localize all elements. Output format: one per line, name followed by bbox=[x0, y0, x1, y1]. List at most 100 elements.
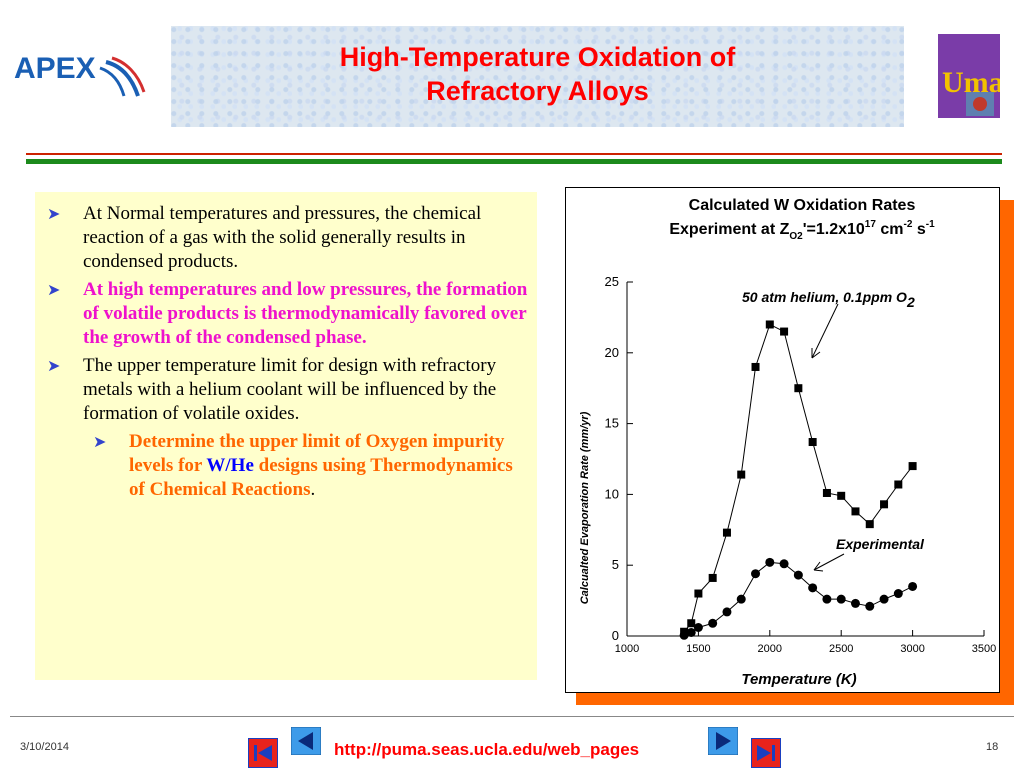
chart-title-sub: O2 bbox=[789, 231, 803, 242]
bullet-panel: ➤ At Normal temperatures and pressures, … bbox=[35, 192, 537, 680]
data-point-square bbox=[837, 491, 846, 500]
annotation-arrowhead-experimental bbox=[813, 561, 824, 572]
umat-logo: UmaT bbox=[938, 34, 1024, 118]
first-slide-icon bbox=[247, 737, 279, 769]
sub-bullet-item: ➤ Determine the upper limit of Oxygen im… bbox=[93, 430, 529, 502]
data-point-circle bbox=[865, 601, 875, 611]
apex-logo-text: APEX bbox=[14, 52, 96, 85]
apex-logo: APEX bbox=[14, 44, 148, 100]
data-point-square bbox=[894, 480, 903, 489]
footer-date: 3/10/2014 bbox=[20, 741, 69, 753]
data-point-square bbox=[751, 362, 760, 371]
series-line bbox=[683, 323, 913, 633]
data-point-circle bbox=[779, 559, 789, 569]
slide-title: High-Temperature Oxidation of Refractory… bbox=[171, 26, 904, 127]
x-tick-label: 3500 bbox=[972, 643, 996, 655]
data-point-square bbox=[780, 327, 789, 336]
title-line-2: Refractory Alloys bbox=[426, 76, 649, 106]
data-point-circle bbox=[679, 630, 689, 640]
x-tick-label: 3000 bbox=[900, 643, 924, 655]
series-label-experimental: Experimental bbox=[836, 536, 925, 552]
sub-bullet-text-blue: W/He bbox=[206, 455, 254, 476]
data-point-circle bbox=[836, 594, 846, 604]
series-label-calculated-text: 50 atm helium, 0.1ppm O bbox=[742, 289, 907, 305]
sub-bullet-period: . bbox=[310, 479, 316, 500]
y-tick-label: 15 bbox=[605, 416, 619, 431]
chart-title-sup3: -1 bbox=[926, 219, 935, 230]
x-axis-label: Temperature (K) bbox=[741, 671, 856, 688]
data-point-square bbox=[880, 500, 889, 509]
data-point-circle bbox=[850, 598, 860, 608]
data-point-circle bbox=[808, 583, 818, 593]
next-slide-button[interactable] bbox=[707, 726, 739, 760]
bullet-item: ➤ At Normal temperatures and pressures, … bbox=[47, 202, 529, 274]
x-tick-label: 1000 bbox=[615, 643, 639, 655]
y-tick-label: 0 bbox=[612, 628, 619, 643]
header-rule-red bbox=[26, 153, 1002, 155]
y-tick-label: 25 bbox=[605, 274, 619, 289]
data-point-square bbox=[708, 573, 717, 582]
oxidation-rate-chart: Calculated W Oxidation Rates Experiment … bbox=[579, 197, 997, 688]
data-point-square bbox=[694, 589, 703, 598]
footer-url-link[interactable]: http://puma.seas.ucla.edu/web_pages bbox=[334, 740, 640, 759]
chart-title-unit: cm bbox=[876, 221, 904, 238]
header-rule-green bbox=[26, 159, 1002, 164]
series-label-calculated: 50 atm helium, 0.1ppm O2 bbox=[742, 289, 915, 310]
chart-title-prefix: Experiment at Z bbox=[669, 221, 789, 238]
arrow-bullet-icon: ➤ bbox=[47, 282, 61, 299]
bullet-text-highlight: At high temperatures and low pressures, … bbox=[83, 279, 528, 348]
data-point-circle bbox=[693, 623, 703, 633]
bullet-list: ➤ At Normal temperatures and pressures, … bbox=[35, 192, 537, 502]
annotation-arrowhead-calculated bbox=[811, 348, 821, 359]
chart-title-line2: Experiment at ZO2'=1.2x1017 cm-2 s-1 bbox=[669, 219, 935, 242]
bullet-text: The upper temperature limit for design w… bbox=[83, 355, 497, 424]
chart-title-mid: '=1.2x10 bbox=[803, 221, 865, 238]
sub-bullet-text-end: designs using Thermodynamics of Chemical… bbox=[129, 455, 513, 500]
y-axis-label: Calcualted Evaporation Rate (mm/yr) bbox=[579, 411, 591, 604]
data-point-circle bbox=[908, 581, 918, 591]
bullet-item: ➤ At high temperatures and low pressures… bbox=[47, 278, 529, 350]
data-point-circle bbox=[765, 557, 775, 567]
data-point-circle bbox=[736, 594, 746, 604]
arrow-bullet-icon: ➤ bbox=[47, 206, 61, 223]
data-point-circle bbox=[822, 594, 832, 604]
data-point-square bbox=[865, 520, 874, 529]
y-tick-label: 20 bbox=[605, 345, 619, 360]
arrow-bullet-icon: ➤ bbox=[47, 358, 61, 375]
x-tick-label: 1500 bbox=[686, 643, 710, 655]
data-point-circle bbox=[893, 589, 903, 599]
chart-title-sup2: -2 bbox=[904, 219, 913, 230]
annotation-arrow-experimental bbox=[813, 553, 845, 571]
footer-rule bbox=[10, 716, 1014, 717]
plot-area: 1000 1500 2000 2500 3000 3500 0 5 10 15 20 25 bbox=[605, 274, 997, 655]
data-point-square bbox=[722, 528, 731, 537]
bullet-text: At Normal temperatures and pressures, th… bbox=[83, 203, 482, 272]
y-tick-label: 10 bbox=[605, 486, 619, 501]
data-point-square bbox=[822, 488, 831, 497]
data-point-circle bbox=[793, 570, 803, 580]
data-point-circle bbox=[708, 618, 718, 628]
data-point-square bbox=[808, 438, 817, 447]
previous-slide-button[interactable] bbox=[290, 726, 322, 760]
data-point-square bbox=[687, 619, 696, 628]
slide-number: 18 bbox=[986, 741, 999, 753]
data-point-circle bbox=[686, 627, 696, 637]
data-point-square bbox=[794, 384, 803, 393]
data-point-circle bbox=[879, 594, 889, 604]
sub-bullet-text: Determine the upper limit of Oxygen impu… bbox=[129, 431, 505, 476]
data-point-square bbox=[908, 462, 917, 471]
arrow-bullet-icon: ➤ bbox=[93, 434, 107, 451]
bullet-item: ➤ The upper temperature limit for design… bbox=[47, 354, 529, 426]
data-point-square bbox=[737, 470, 746, 479]
data-point-circle bbox=[751, 569, 761, 579]
data-point-square bbox=[765, 320, 774, 329]
x-tick-label: 2500 bbox=[829, 643, 853, 655]
y-tick-label: 5 bbox=[612, 557, 619, 572]
data-point-square bbox=[851, 507, 860, 516]
chart-panel: Calculated W Oxidation Rates Experiment … bbox=[565, 187, 1000, 693]
series-label-calculated-sub: 2 bbox=[906, 294, 915, 310]
title-line-1: High-Temperature Oxidation of bbox=[339, 42, 736, 72]
chart-title-sup1: 17 bbox=[865, 219, 877, 230]
annotation-arrow-calculated bbox=[811, 303, 839, 359]
first-slide-button[interactable] bbox=[247, 737, 279, 773]
